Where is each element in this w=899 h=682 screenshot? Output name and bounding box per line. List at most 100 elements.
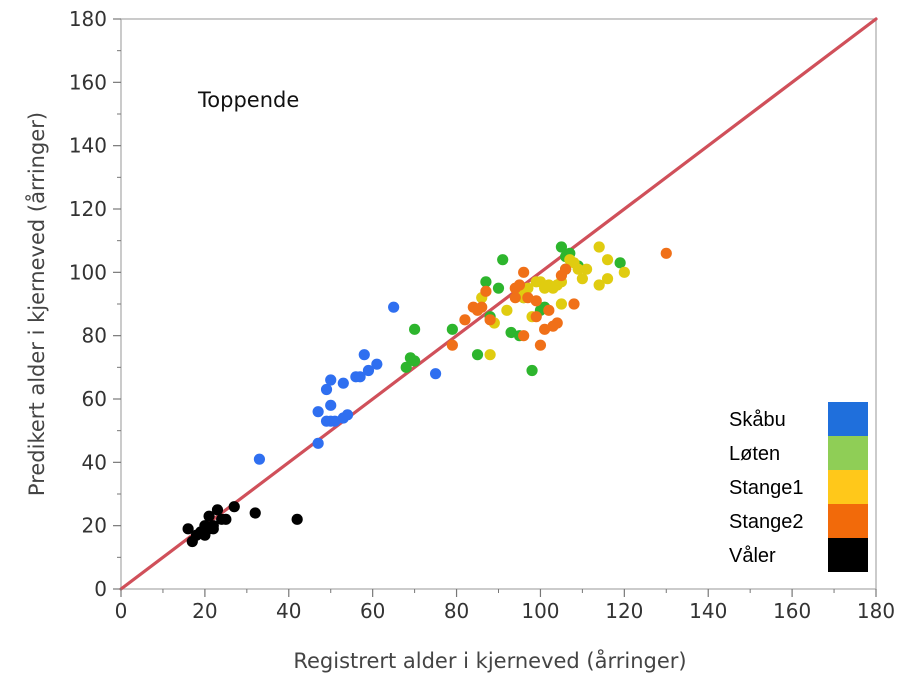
point-stange1 [618, 266, 630, 278]
point-stange2 [476, 301, 488, 313]
point-stange1 [576, 273, 588, 285]
x-tick-label: 140 [689, 599, 727, 623]
legend-label-loten: Løten [729, 443, 780, 465]
legend-label-valer: Våler [729, 545, 776, 567]
legend: Skåbu Løten Stange1 Stange2 Våler [729, 402, 868, 572]
x-tick-label: 160 [773, 599, 811, 623]
point-loten [555, 241, 568, 253]
point-skabu [354, 371, 366, 383]
x-axis-label: Registrert alder i kjerneved (årringer) [293, 648, 686, 673]
reference-line [119, 17, 878, 591]
point-skabu [325, 399, 337, 411]
point-loten [446, 323, 458, 335]
point-skabu [371, 358, 383, 370]
point-loten [505, 326, 517, 339]
point-skabu [253, 453, 266, 465]
point-stange2 [459, 314, 471, 326]
point-stange2 [560, 263, 572, 275]
point-valer [203, 510, 215, 522]
point-valer [207, 523, 219, 535]
annotation-label: Toppende [197, 88, 299, 112]
y-tick-label: 180 [69, 7, 107, 31]
point-stange2 [539, 323, 551, 335]
point-skabu [337, 377, 349, 389]
y-tick-label: 0 [94, 577, 107, 601]
point-valer [228, 501, 240, 513]
point-skabu [429, 368, 442, 380]
legend-swatch-stange2 [828, 504, 868, 538]
x-axis-ticks: 0 20 40 60 80 100 120 140 160 180 [115, 589, 895, 623]
y-tick-label: 120 [69, 197, 107, 221]
point-stange2 [509, 292, 521, 304]
point-skabu [312, 406, 324, 418]
point-skabu [362, 364, 375, 377]
point-stange1 [601, 254, 614, 266]
point-loten [409, 323, 421, 335]
point-stange1 [555, 298, 568, 310]
y-tick-label: 60 [82, 387, 107, 411]
x-tick-label: 0 [115, 599, 128, 623]
legend-swatch-skabu [828, 402, 868, 436]
point-loten [400, 361, 412, 373]
point-stange2 [551, 317, 563, 329]
point-skabu [358, 349, 370, 361]
point-stange1 [572, 263, 584, 275]
point-stange2 [446, 339, 458, 351]
x-tick-label: 120 [605, 599, 643, 623]
point-loten [497, 254, 509, 266]
legend-label-stange1: Stange1 [729, 477, 804, 499]
reference-line-group [119, 17, 878, 591]
x-tick-label: 180 [857, 599, 895, 623]
point-stange2 [480, 285, 492, 297]
point-stange2 [484, 314, 496, 326]
x-tick-label: 40 [276, 599, 301, 623]
legend-swatch-valer [828, 538, 868, 572]
x-tick-label: 80 [444, 599, 469, 623]
point-loten [409, 355, 421, 367]
point-stange2 [660, 247, 672, 259]
point-stange1 [522, 282, 534, 294]
y-tick-label: 40 [82, 450, 107, 474]
point-skabu [320, 383, 333, 396]
point-loten [526, 364, 538, 377]
point-skabu [341, 409, 354, 421]
point-skabu [325, 374, 337, 386]
point-stange2 [518, 330, 530, 342]
point-stange2 [534, 339, 547, 351]
point-skabu [329, 415, 341, 427]
point-stange1 [601, 273, 614, 285]
point-valer [182, 523, 194, 535]
y-tick-label: 20 [82, 514, 107, 538]
point-loten [614, 257, 626, 269]
y-tick-label: 160 [69, 70, 107, 94]
point-valer [291, 513, 303, 525]
legend-label-skabu: Skåbu [729, 409, 786, 431]
point-loten [492, 282, 505, 294]
point-loten [471, 349, 484, 361]
x-tick-label: 20 [192, 599, 217, 623]
legend-label-stange2: Stange2 [729, 511, 804, 533]
point-stange1 [484, 349, 496, 361]
data-points [182, 241, 672, 548]
point-stange2 [530, 311, 542, 323]
point-skabu [388, 301, 400, 313]
point-stange2 [530, 295, 542, 307]
point-stange2 [513, 279, 526, 291]
point-valer [220, 513, 232, 525]
y-tick-label: 140 [69, 134, 107, 158]
y-tick-label: 100 [69, 260, 107, 284]
point-stange1 [593, 279, 605, 291]
y-axis-ticks: 0 20 40 60 80 100 120 140 160 180 [69, 7, 121, 601]
point-valer [249, 507, 261, 519]
legend-swatch-stange1 [828, 470, 868, 504]
point-stange2 [568, 298, 580, 310]
point-stange2 [543, 304, 555, 316]
point-stange2 [522, 292, 534, 304]
legend-swatch-loten [828, 436, 868, 470]
x-tick-label: 100 [521, 599, 559, 623]
point-valer [211, 504, 224, 516]
point-stange1 [593, 241, 605, 253]
y-tick-label: 80 [82, 324, 107, 348]
point-skabu [312, 437, 324, 449]
